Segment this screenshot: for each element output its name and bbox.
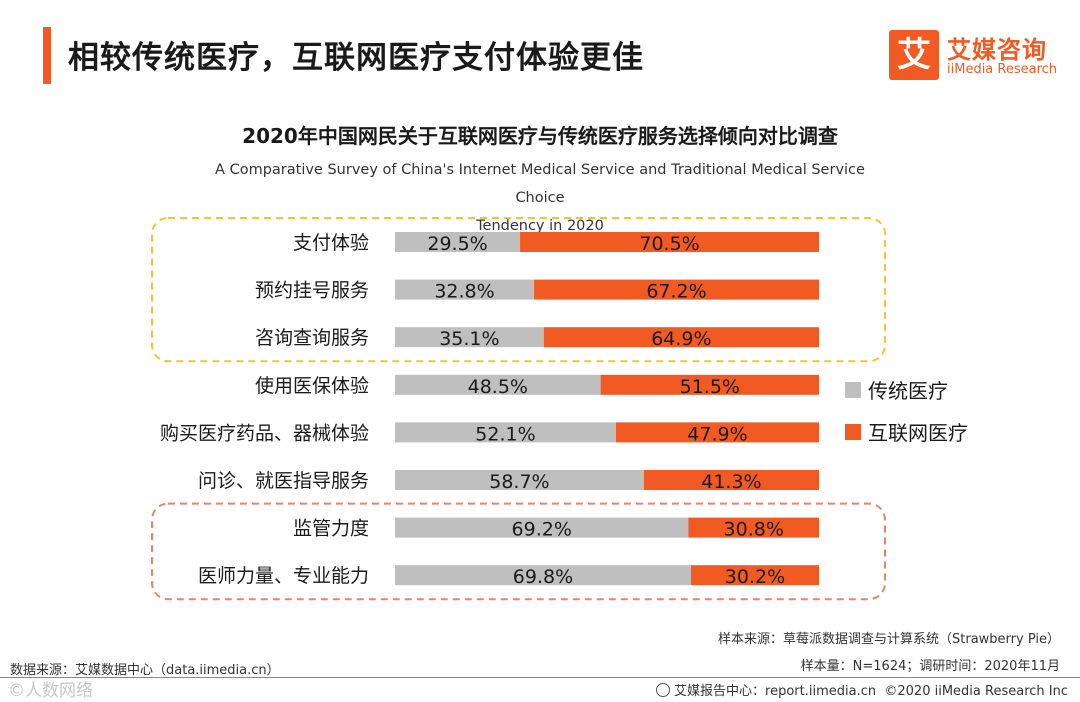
report-center-link[interactable]: 艾媒报告中心：report.iimedia.cn	[674, 684, 877, 699]
bar-traditional	[395, 327, 544, 348]
bar-traditional	[395, 279, 535, 300]
value-label-traditional: 69.8%	[513, 566, 573, 588]
value-label-traditional: 29.5%	[427, 233, 487, 255]
legend-swatch	[845, 424, 861, 440]
category-label: 预约挂号服务	[255, 280, 369, 302]
data-source: 数据来源：艾媒数据中心（data.iimedia.cn）	[10, 663, 280, 678]
logo-english-name: iiMedia Research	[947, 62, 1058, 77]
bar-internet	[520, 232, 819, 252]
value-label-internet: 64.9%	[651, 328, 711, 350]
highlight-box-0	[151, 217, 886, 363]
value-label-traditional: 35.1%	[439, 328, 499, 350]
bar-internet	[690, 565, 819, 586]
category-label: 监管力度	[293, 518, 369, 540]
title-accent-bar	[43, 27, 51, 84]
bar-traditional	[395, 422, 616, 443]
bar-internet	[688, 517, 819, 538]
value-label-traditional: 32.8%	[434, 281, 494, 303]
category-label: 支付体验	[293, 232, 369, 254]
bar-traditional	[395, 565, 691, 586]
brand-logo: 艾 艾媒咨询 iiMedia Research	[889, 30, 1059, 82]
value-label-internet: 51.5%	[680, 376, 740, 398]
footer-copyright: 艾媒报告中心：report.iimedia.cn ©2020 iiMedia R…	[656, 680, 1068, 699]
bar-internet	[615, 422, 819, 443]
logo-chinese-name: 艾媒咨询	[947, 36, 1047, 64]
value-label-internet: 30.8%	[724, 519, 784, 541]
legend-swatch	[845, 382, 861, 398]
value-label-internet: 70.5%	[639, 233, 699, 255]
bar-traditional	[395, 374, 601, 395]
logo-mark-icon: 艾	[889, 30, 939, 80]
sample-source: 样本来源：草莓派数据调查与计算系统（Strawberry Pie）	[718, 632, 1060, 647]
category-label: 使用医保体验	[255, 375, 369, 397]
value-label-traditional: 58.7%	[489, 471, 549, 493]
value-label-traditional: 48.5%	[468, 376, 528, 398]
globe-icon	[656, 683, 671, 697]
legend-label: 传统医疗	[868, 379, 948, 403]
bar-internet	[643, 470, 819, 490]
value-label-traditional: 69.2%	[512, 519, 572, 541]
category-label: 咨询查询服务	[255, 327, 369, 349]
category-label: 购买医疗药品、器械体验	[160, 422, 369, 444]
value-label-internet: 41.3%	[701, 471, 761, 493]
bar-traditional	[395, 232, 521, 252]
watermark: ©人数网络	[8, 681, 93, 701]
bar-traditional	[395, 470, 644, 490]
value-label-internet: 47.9%	[687, 423, 747, 445]
footer-divider	[0, 677, 1080, 678]
chart-subtitle: A Comparative Survey of China's Internet…	[190, 156, 890, 240]
legend-label: 互联网医疗	[868, 421, 968, 445]
copyright-text: ©2020 iiMedia Research Inc	[884, 684, 1068, 699]
bar-internet	[543, 327, 819, 348]
highlight-box-1	[151, 502, 886, 601]
bar-internet	[600, 374, 819, 395]
value-label-internet: 30.2%	[725, 566, 785, 588]
category-label: 问诊、就医指导服务	[198, 470, 369, 492]
sample-size: 样本量：N=1624；调研时间：2020年11月	[800, 659, 1060, 674]
page-title: 相较传统医疗，互联网医疗支付体验更佳	[68, 40, 644, 76]
category-label: 医师力量、专业能力	[198, 565, 369, 587]
value-label-traditional: 52.1%	[475, 423, 535, 445]
value-label-internet: 67.2%	[646, 281, 706, 303]
chart-subtitle-line2: Tendency in 2020	[476, 218, 604, 234]
bar-internet	[534, 279, 819, 300]
chart-subtitle-line1: A Comparative Survey of China's Internet…	[215, 162, 865, 206]
bar-traditional	[395, 517, 689, 538]
chart-title: 2020年中国网民关于互联网医疗与传统医疗服务选择倾向对比调查	[242, 124, 838, 148]
